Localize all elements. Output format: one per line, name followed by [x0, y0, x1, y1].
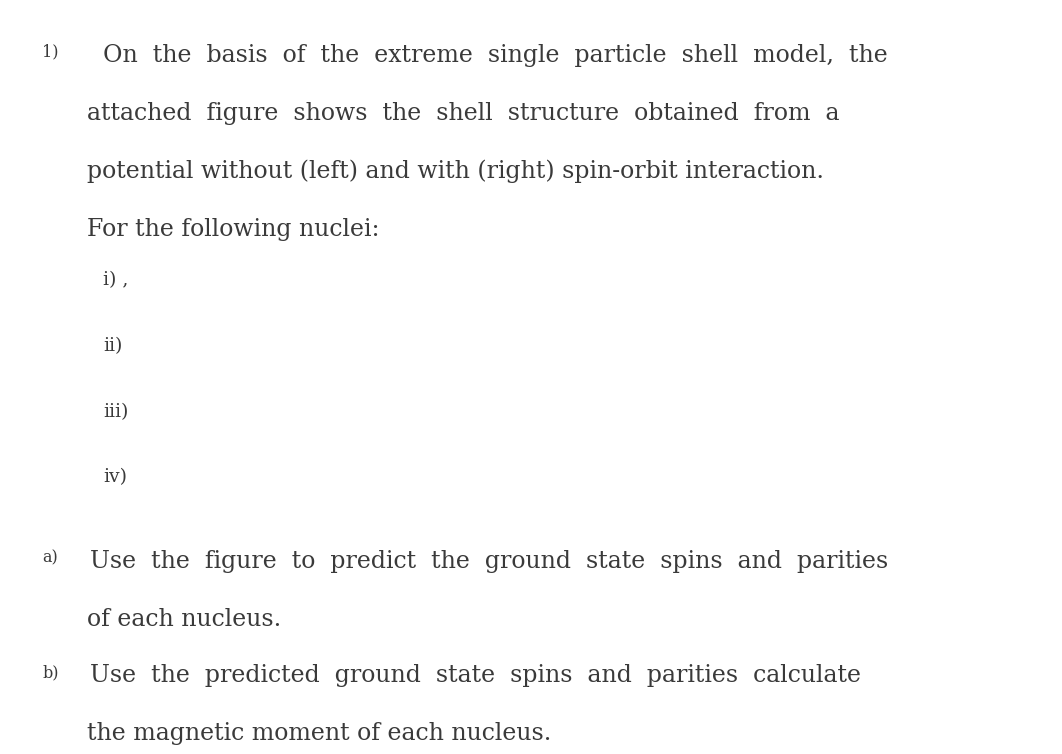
Text: i) ,: i) , [103, 271, 129, 290]
Text: ii): ii) [103, 337, 122, 355]
Text: On  the  basis  of  the  extreme  single  particle  shell  model,  the: On the basis of the extreme single parti… [103, 44, 888, 67]
Text: a): a) [42, 550, 58, 567]
Text: Use  the  figure  to  predict  the  ground  state  spins  and  parities: Use the figure to predict the ground sta… [90, 550, 889, 573]
Text: iii): iii) [103, 403, 129, 421]
Text: attached  figure  shows  the  shell  structure  obtained  from  a: attached figure shows the shell structur… [87, 102, 840, 125]
Text: b): b) [42, 664, 59, 682]
Text: potential without (left) and with (right) spin-orbit interaction.: potential without (left) and with (right… [87, 160, 824, 183]
Text: the magnetic moment of each nucleus.: the magnetic moment of each nucleus. [87, 722, 551, 746]
Text: For the following nuclei:: For the following nuclei: [87, 218, 379, 241]
Text: of each nucleus.: of each nucleus. [87, 608, 281, 631]
Text: iv): iv) [103, 468, 127, 486]
Text: 1): 1) [42, 44, 59, 61]
Text: Use  the  predicted  ground  state  spins  and  parities  calculate: Use the predicted ground state spins and… [90, 664, 861, 688]
